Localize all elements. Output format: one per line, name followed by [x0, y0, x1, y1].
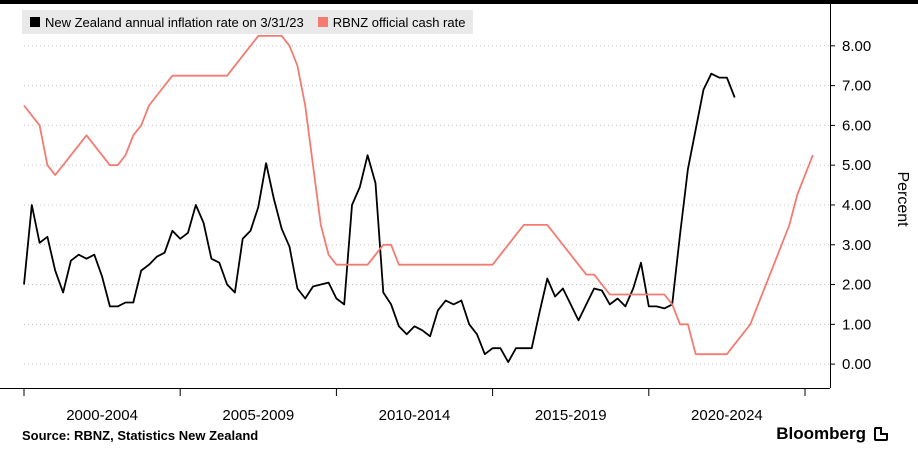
y-tick-label-0: 0.00 [842, 356, 871, 373]
y-tick-label-2: 2.00 [842, 277, 871, 294]
legend-swatch-cash-rate [317, 17, 328, 27]
y-tick-label-1: 1.00 [842, 316, 871, 333]
legend-label-cash-rate: RBNZ official cash rate [332, 14, 466, 30]
series-line-cash-rate [23, 35, 814, 356]
x-tick-label-3: 2015-2019 [535, 407, 607, 424]
legend-swatch-inflation [30, 17, 40, 27]
brand-logo: Bloomberg [776, 424, 888, 444]
legend-label-inflation: New Zealand annual inflation rate on 3/3… [45, 14, 304, 30]
y-tick-label-4: 4.00 [842, 197, 871, 214]
y-tick-label-7: 7.00 [842, 78, 871, 95]
y-tick-label-3: 3.00 [842, 237, 871, 254]
y-tick-label-6: 6.00 [842, 117, 871, 134]
y-tick-label-8: 8.00 [842, 38, 871, 55]
legend-item-cash-rate: RBNZ official cash rate [317, 14, 466, 30]
source-note: Source: RBNZ, Statistics New Zealand [22, 428, 259, 443]
y-axis-label: Percent [894, 171, 911, 227]
y-tick-label-5: 5.00 [842, 157, 871, 174]
x-tick-label-0: 2000-2004 [66, 407, 138, 424]
x-tick-label-1: 2005-2009 [222, 407, 294, 424]
external-link-icon[interactable] [874, 427, 888, 441]
series-line-inflation [23, 72, 736, 363]
x-tick-label-2: 2010-2014 [379, 407, 451, 424]
top-title-strip [0, 0, 918, 4]
legend-item-inflation: New Zealand annual inflation rate on 3/3… [30, 15, 304, 30]
chart-legend: New Zealand annual inflation rate on 3/3… [22, 10, 474, 34]
brand-name: Bloomberg [776, 424, 866, 443]
x-tick-label-4: 2020-2024 [691, 407, 763, 424]
